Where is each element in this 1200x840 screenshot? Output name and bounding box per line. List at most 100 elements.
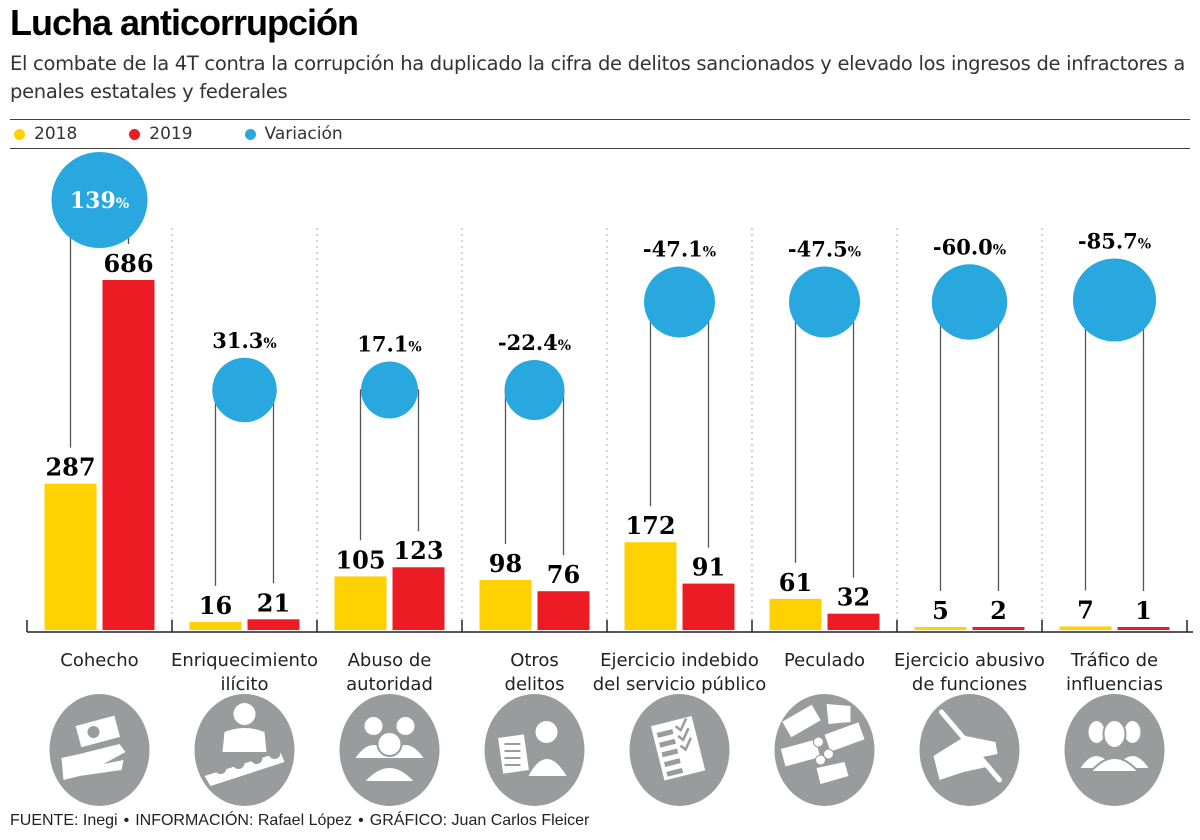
hands-exchanging-money-icon	[782, 704, 821, 738]
people-silhouettes-icon	[1088, 721, 1105, 743]
hand-holding-pen-icon	[933, 736, 998, 780]
hand-receiving-money-icon-hand	[61, 744, 126, 780]
checklist-document-icon-check	[677, 727, 690, 742]
variation-circle	[788, 266, 861, 338]
checklist-document-icon-check	[674, 717, 688, 733]
checklist-document-icon-check	[679, 737, 693, 752]
variation-label: -60.0%	[933, 234, 1006, 259]
bar-2019	[392, 567, 445, 630]
group-of-people-icon-body	[361, 766, 418, 783]
value-label-2018: 16	[199, 591, 232, 620]
category-label: Cohecho	[60, 650, 138, 671]
variation-bracket	[1084, 299, 1145, 591]
value-label-2018: 5	[932, 596, 949, 625]
category-label: Peculado	[784, 650, 865, 671]
legend-item-2018: 2018	[14, 124, 77, 144]
variation-label: 31.3%	[212, 328, 276, 353]
category-label: Tráfico de	[1070, 650, 1158, 671]
person-with-clipboard-icon	[498, 734, 529, 774]
bar-2019	[1117, 627, 1170, 630]
credit-graphic: GRÁFICO: Juan Carlos Fleicer	[369, 812, 590, 829]
checklist-document-icon-line	[666, 767, 684, 777]
legend-top-rule	[10, 119, 1190, 120]
hands-exchanging-money-icon	[824, 722, 865, 752]
variation-circle	[51, 152, 148, 248]
variation-label: -47.1%	[643, 237, 716, 262]
hands-exchanging-money-icon-coin	[813, 736, 824, 748]
value-label-2019: 123	[393, 536, 443, 565]
credit-separator: •	[123, 812, 130, 829]
bar-2018	[624, 542, 677, 630]
checklist-document-icon-line	[663, 758, 681, 767]
category-label: Otros	[510, 650, 559, 671]
value-label-2019: 2	[990, 596, 1007, 625]
hands-exchanging-money-icon-hand	[826, 704, 851, 724]
credit-separator: •	[358, 812, 364, 829]
hands-exchanging-money-icon	[780, 739, 821, 767]
credit-info: INFORMACIÓN: Rafael López	[135, 812, 353, 829]
value-label-2018: 7	[1077, 595, 1094, 624]
businessman-with-money-icon-coin	[214, 762, 227, 774]
chart-subtitle: El combate de la 4T contra la corrupción…	[10, 52, 1186, 103]
value-label-2019: 76	[547, 560, 580, 589]
bar-2018	[44, 483, 97, 630]
value-label-2019: 686	[103, 249, 153, 278]
variation-circle	[504, 359, 565, 421]
value-label-2019: 32	[837, 583, 870, 612]
variation-circle	[360, 361, 419, 419]
businessman-with-money-icon	[233, 703, 256, 725]
value-label-2018: 61	[779, 568, 812, 597]
variation-label: -22.4%	[498, 330, 571, 355]
hands-exchanging-money-icon-coin	[815, 754, 826, 766]
variation-label: 139%	[70, 188, 129, 214]
legend-item-variacion: Variación	[244, 124, 343, 144]
people-silhouettes-icon-body	[1088, 757, 1141, 773]
variation-label: -47.5%	[788, 236, 861, 261]
hands-exchanging-money-icon-coin	[823, 748, 834, 760]
value-label-2018: 105	[335, 545, 385, 574]
businessman-with-money-icon-coin	[232, 757, 245, 769]
variation-bracket	[794, 301, 855, 578]
bar-2019	[682, 583, 735, 630]
value-label-2019: 1	[1135, 596, 1152, 625]
bar-2019	[247, 619, 300, 630]
variation-circle	[212, 357, 277, 423]
group-of-people-icon	[376, 731, 403, 757]
group-of-people-icon	[396, 717, 415, 735]
legend-dot-2019	[129, 128, 141, 140]
people-silhouettes-icon	[1124, 721, 1141, 743]
people-silhouettes-icon-bg	[1064, 694, 1165, 806]
checklist-document-icon-line	[659, 738, 676, 748]
person-with-clipboard-icon-body	[528, 759, 567, 776]
legend-label-2018: 2018	[34, 124, 78, 144]
bar-2018	[334, 576, 387, 630]
businessman-with-money-icon-coin	[268, 747, 281, 759]
category-label: Ejercicio indebido	[600, 650, 759, 671]
category-label: influencias	[1066, 674, 1163, 695]
variation-circle	[1072, 258, 1157, 342]
category-label: autoridad	[346, 674, 433, 695]
category-label: Enriquecimiento	[171, 650, 318, 671]
value-label-2019: 21	[257, 588, 290, 617]
legend-label-2019: 2019	[149, 124, 193, 144]
legend-dot-2018	[14, 128, 25, 140]
person-with-clipboard-icon-head	[535, 721, 558, 743]
legend-item-2019: 2019	[129, 124, 193, 144]
variation-label: -85.7%	[1078, 228, 1151, 253]
bar-2019	[537, 591, 590, 630]
value-label-2018: 172	[625, 511, 675, 540]
businessman-with-money-icon-bills	[204, 752, 285, 786]
bar-2018	[189, 621, 242, 630]
legend: 2018 2019 Variación	[14, 122, 395, 146]
businessman-with-money-icon-coin	[250, 752, 263, 764]
chart-title: Lucha anticorrupción	[10, 2, 359, 43]
category-label: de funciones	[912, 674, 1027, 695]
variation-bracket	[939, 301, 1000, 591]
bar-2019	[102, 280, 155, 630]
category-label: del servicio público	[593, 674, 767, 695]
hands-exchanging-money-icon-hand	[816, 762, 849, 784]
legend-dot-variacion	[244, 128, 256, 140]
hand-receiving-money-icon-coin	[87, 726, 100, 738]
value-label-2018: 98	[489, 549, 522, 578]
